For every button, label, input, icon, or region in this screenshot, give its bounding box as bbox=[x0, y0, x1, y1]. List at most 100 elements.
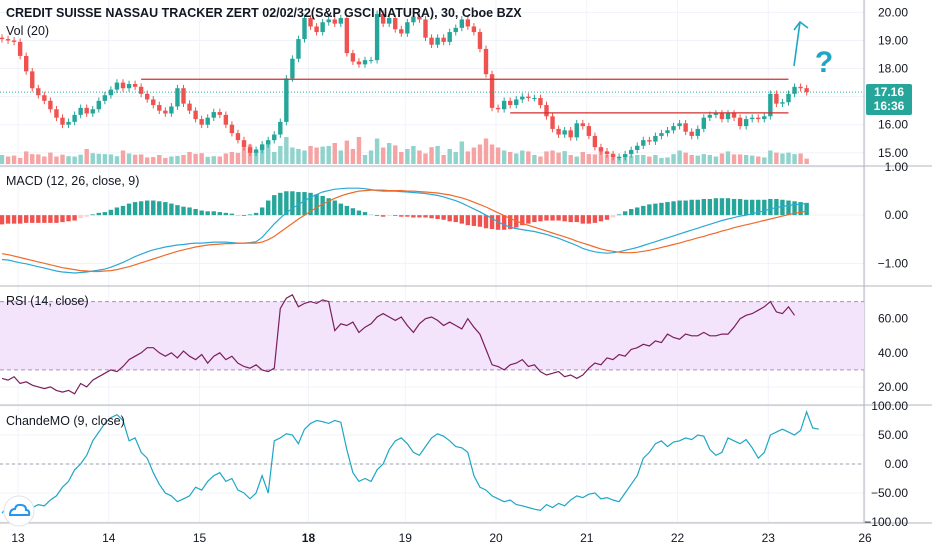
volume-bar bbox=[11, 155, 17, 164]
macd-histogram-bar bbox=[713, 198, 719, 216]
macd-histogram-bar bbox=[489, 215, 495, 230]
volume-bar bbox=[235, 152, 241, 164]
volume-bar bbox=[387, 143, 392, 164]
macd-histogram-bar bbox=[393, 215, 398, 216]
macd-histogram-bar bbox=[532, 215, 537, 223]
macd-histogram-bar bbox=[241, 215, 247, 216]
candle-body bbox=[48, 100, 53, 110]
axis-tick-label: 60.00 bbox=[878, 312, 908, 326]
axis-tick-label: 100.00 bbox=[871, 399, 908, 413]
candle-body bbox=[151, 99, 156, 106]
forecast-arrow: ? bbox=[793, 20, 833, 79]
candle-body bbox=[314, 26, 319, 33]
macd-histogram-bar bbox=[501, 215, 507, 230]
macd-histogram-bar bbox=[24, 215, 29, 223]
volume-bar bbox=[368, 150, 374, 164]
candle-body bbox=[562, 130, 567, 135]
candle-body bbox=[592, 135, 598, 148]
candle-body bbox=[550, 116, 555, 129]
candle-body bbox=[241, 140, 247, 148]
candle-body bbox=[78, 107, 83, 115]
last-price-value: 17.16 bbox=[874, 85, 904, 99]
macd-histogram-bar bbox=[695, 199, 700, 216]
candle-body bbox=[701, 117, 706, 129]
macd-histogram-bar bbox=[30, 215, 35, 223]
candle-body bbox=[471, 26, 477, 33]
volume-bar bbox=[302, 150, 307, 164]
candle-body bbox=[102, 95, 108, 101]
rsi-pane[interactable]: RSI (14, close) bbox=[0, 293, 864, 395]
macd-histogram-bar bbox=[465, 215, 471, 226]
candle-body bbox=[17, 41, 23, 56]
axis-tick-label: −1.00 bbox=[878, 256, 909, 270]
candle-body bbox=[302, 18, 307, 40]
macd-histogram-bar bbox=[641, 205, 646, 216]
macd-histogram-bar bbox=[181, 206, 186, 216]
tradingview-logo[interactable] bbox=[3, 495, 35, 527]
candle-body bbox=[538, 98, 543, 106]
macd-pane[interactable]: MACD (12, 26, close, 9) bbox=[0, 174, 809, 274]
candle-body bbox=[5, 39, 11, 41]
candle-body bbox=[604, 151, 610, 155]
macd-histogram-bar bbox=[544, 215, 549, 221]
candle-body bbox=[145, 93, 150, 100]
candle-body bbox=[278, 121, 283, 135]
candle-body bbox=[405, 22, 410, 34]
volume-bar bbox=[671, 154, 676, 164]
candle-body bbox=[477, 32, 483, 49]
candlesticks bbox=[0, 10, 809, 161]
candle-body bbox=[695, 128, 700, 136]
volume-bar bbox=[30, 154, 35, 164]
price-pane[interactable]: ? CREDIT SUISSE NASSAU TRACKER ZERT 02/0… bbox=[0, 6, 864, 164]
volume-bar bbox=[774, 152, 779, 164]
candle-body bbox=[659, 133, 664, 136]
volume-bar bbox=[683, 152, 688, 164]
candle-body bbox=[671, 126, 676, 131]
candle-body bbox=[108, 89, 114, 96]
candle-body bbox=[157, 105, 162, 111]
price-badge: 17.16 16:36 bbox=[866, 84, 912, 115]
axis-tick-label: −50.00 bbox=[871, 486, 908, 500]
volume-bar bbox=[187, 152, 192, 164]
price-axes[interactable]: 20.0019.0018.0017.0016.0015.001.000.00−1… bbox=[864, 5, 908, 529]
volume-bar bbox=[538, 156, 543, 164]
candle-body bbox=[737, 117, 743, 127]
time-tick-label: 13 bbox=[11, 531, 25, 545]
volume-bar bbox=[199, 153, 204, 164]
macd-histogram-bar bbox=[780, 199, 785, 216]
macd-histogram-bar bbox=[332, 200, 337, 216]
candle-body bbox=[272, 134, 277, 141]
macd-histogram-bar bbox=[520, 215, 525, 226]
candle-body bbox=[780, 102, 785, 104]
forecast-arrow-icon bbox=[793, 20, 809, 67]
candle-body bbox=[308, 18, 313, 27]
macd-histogram-bar bbox=[538, 215, 543, 222]
candle-body bbox=[320, 22, 325, 33]
axis-tick-label: 15.00 bbox=[878, 146, 908, 160]
candle-body bbox=[290, 58, 295, 79]
macd-histogram-bar bbox=[435, 215, 440, 220]
question-mark-annotation: ? bbox=[815, 46, 833, 79]
time-axis[interactable]: 1314151819202122232627 bbox=[11, 531, 932, 545]
volume-bar bbox=[241, 147, 247, 164]
volume-bar bbox=[562, 151, 567, 164]
axis-tick-label: 18.00 bbox=[878, 62, 908, 76]
volume-bar bbox=[320, 146, 325, 164]
volume-bar bbox=[284, 137, 289, 164]
price-badge-bg bbox=[866, 84, 912, 115]
macd-histogram-bar bbox=[380, 215, 386, 217]
cmo-pane[interactable]: ChandeMO (9, close) bbox=[0, 409, 864, 514]
candle-body bbox=[598, 147, 604, 152]
volume-bar bbox=[66, 156, 71, 164]
macd-histogram-bar bbox=[647, 204, 652, 216]
macd-histogram-bar bbox=[138, 201, 144, 216]
time-tick-label: 22 bbox=[671, 531, 685, 545]
candle-body bbox=[532, 98, 537, 100]
macd-histogram-bar bbox=[66, 215, 71, 222]
volume-bar bbox=[114, 156, 120, 164]
macd-histogram-bar bbox=[441, 215, 446, 220]
candle-body bbox=[90, 109, 95, 114]
macd-histogram-bar bbox=[622, 211, 628, 216]
volume-bar bbox=[429, 147, 434, 164]
